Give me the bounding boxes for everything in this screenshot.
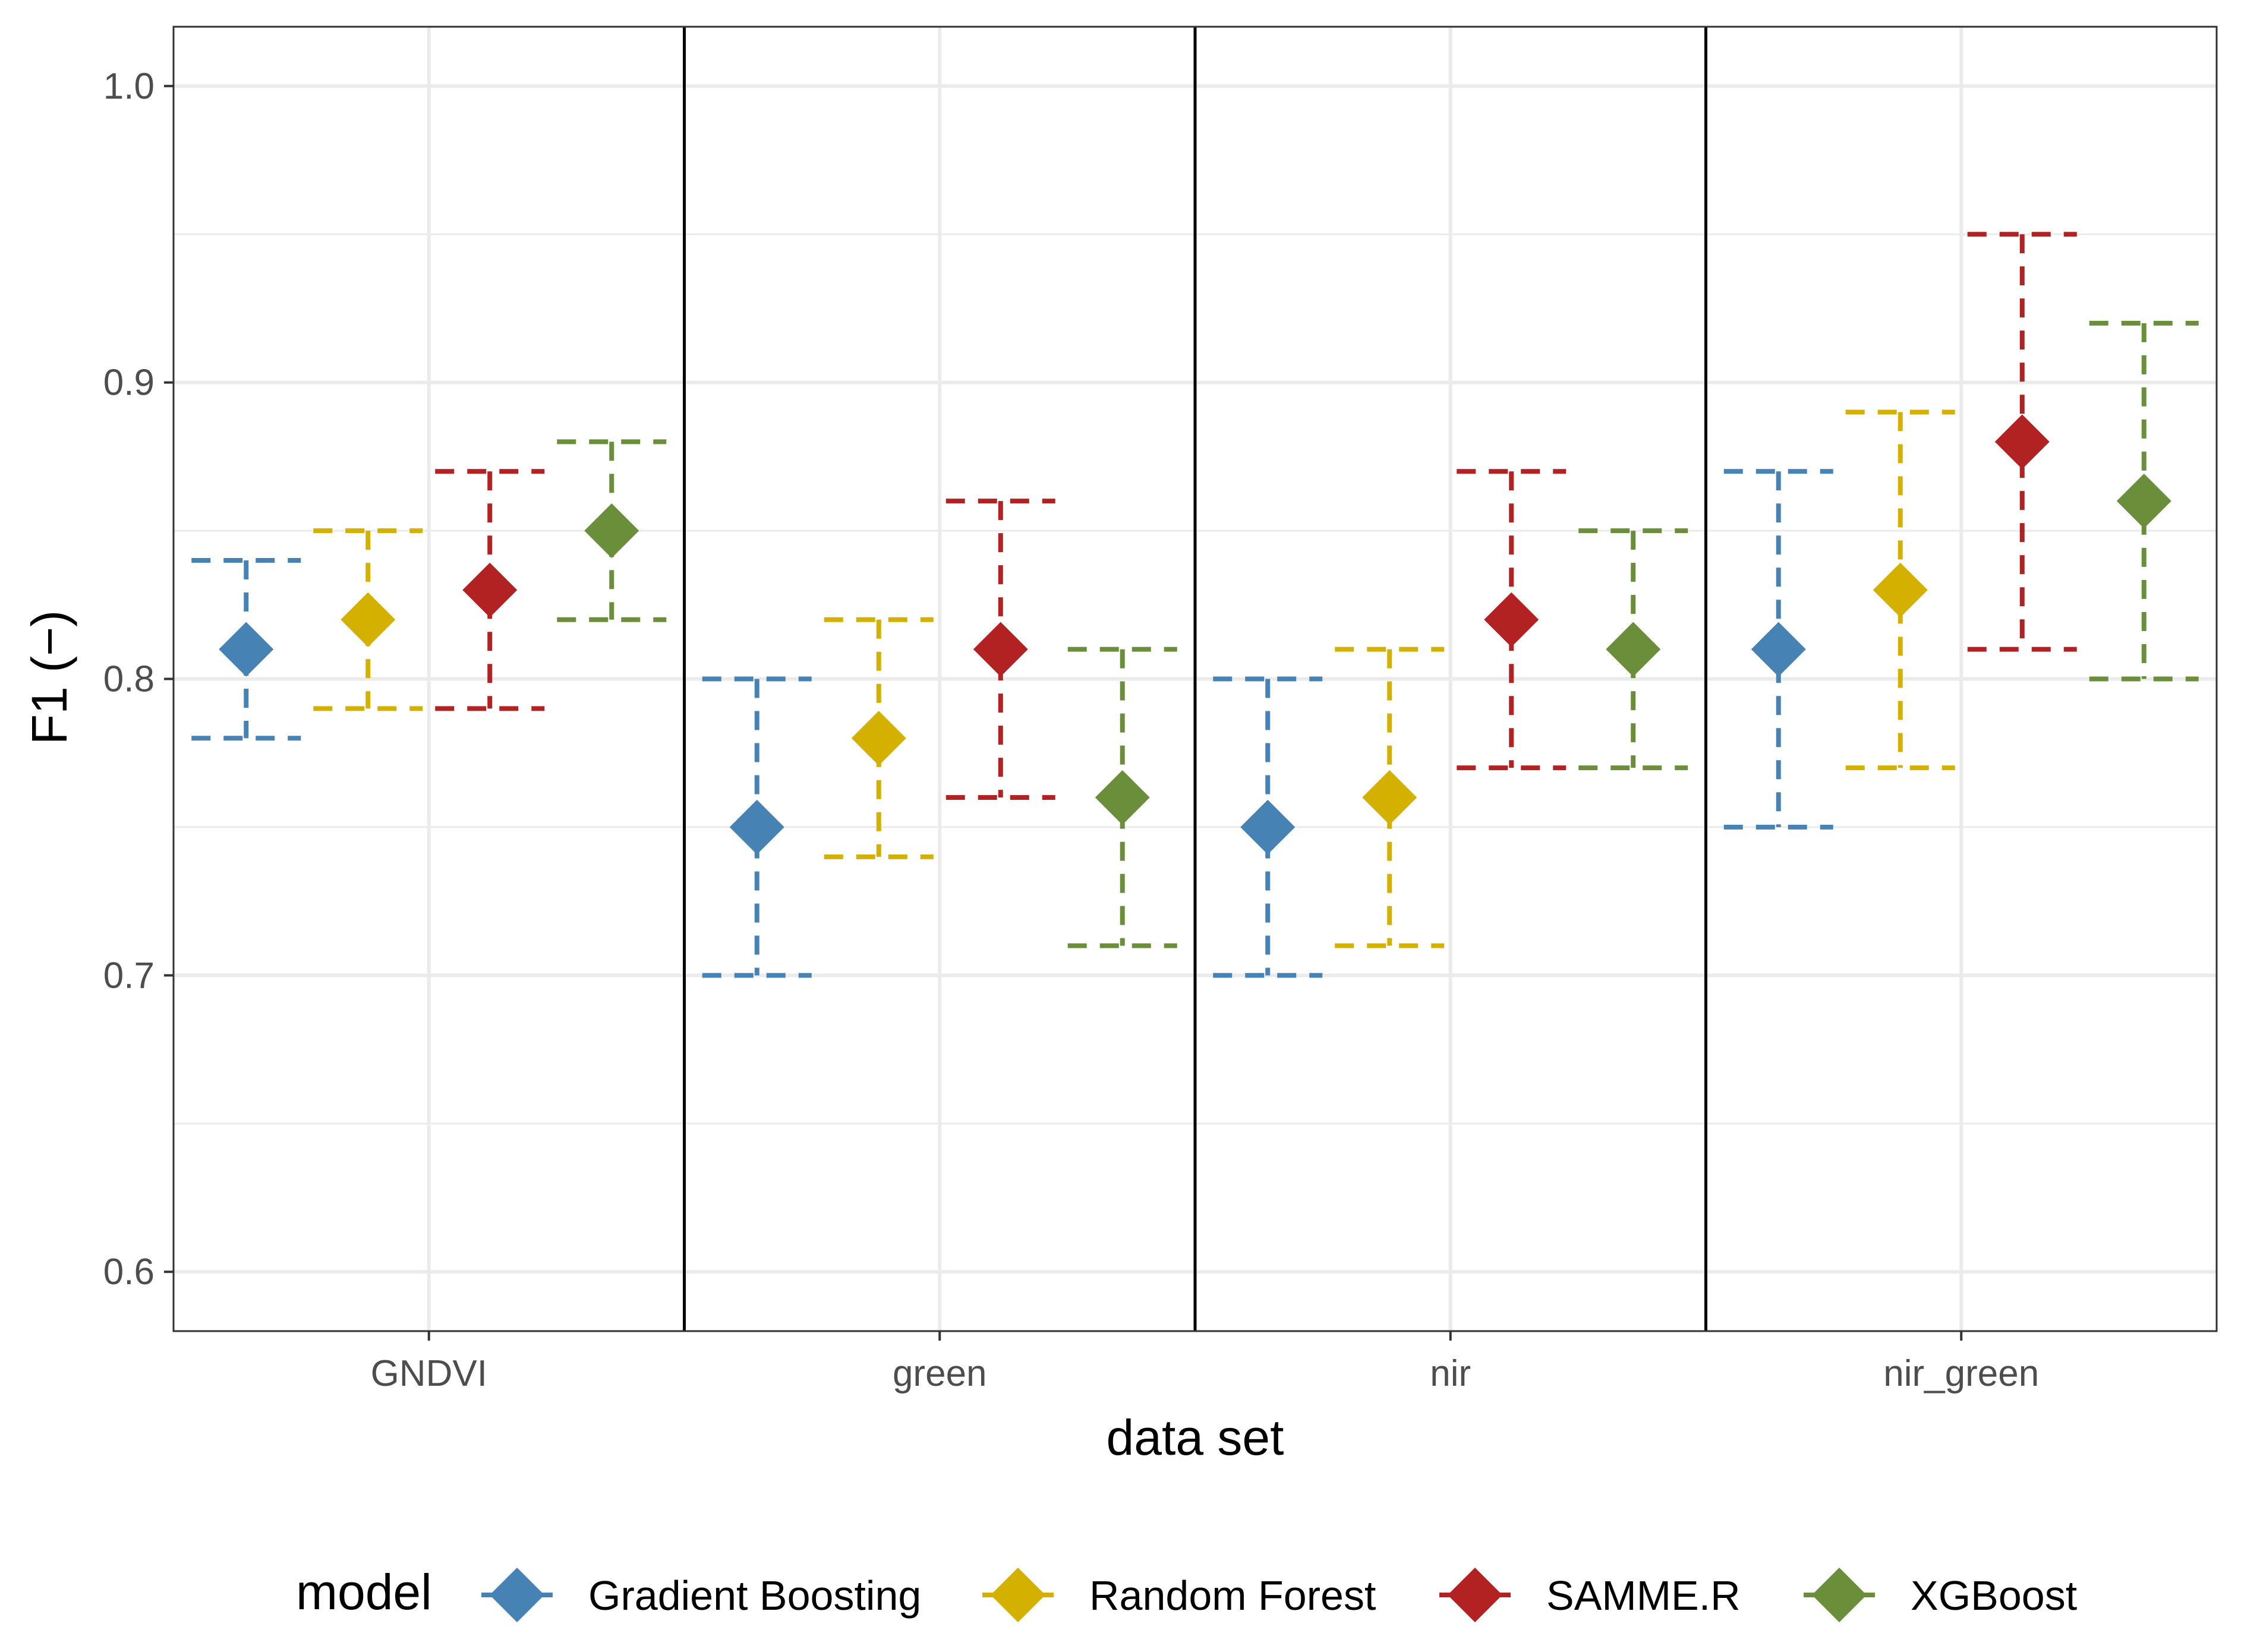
y-axis: 0.6 0.7 0.8 0.9 1.0 [103, 66, 174, 1292]
x-axis: GNDVI green nir nir_green [371, 1331, 2039, 1394]
y-tick-label: 1.0 [103, 66, 155, 107]
legend-key-diamond [490, 1568, 544, 1622]
legend-key-diamond [991, 1568, 1045, 1622]
series-samme-r [435, 232, 2077, 800]
data-point-diamond [1873, 562, 1928, 617]
data-point-diamond [1362, 770, 1417, 825]
y-tick-label: 0.6 [103, 1251, 155, 1292]
series-xgboost [557, 320, 2199, 948]
y-tick-label: 0.9 [103, 362, 155, 403]
x-tick-label: green [893, 1353, 987, 1394]
y-tick-label: 0.8 [103, 659, 155, 700]
data-point-diamond [219, 622, 274, 677]
data-point-diamond [973, 622, 1028, 677]
legend-label: Gradient Boosting [588, 1572, 921, 1619]
data-point-diamond [1240, 799, 1296, 855]
data-point-diamond [1606, 622, 1661, 677]
series-random-forest [313, 409, 1955, 948]
data-point-diamond [341, 592, 396, 647]
chart-marks [191, 232, 2199, 978]
data-point-diamond [1751, 622, 1806, 677]
x-tick-label: GNDVI [371, 1353, 487, 1394]
data-point-diamond [729, 799, 784, 855]
series-gradient-boosting [191, 469, 1833, 978]
legend-key-diamond [1812, 1568, 1867, 1622]
data-point-diamond [462, 562, 518, 617]
data-point-diamond [2116, 474, 2171, 529]
x-tick-label: nir_green [1883, 1353, 2039, 1394]
data-point-diamond [1484, 592, 1539, 647]
data-point-diamond [851, 711, 906, 766]
legend: model Gradient Boosting Random Forest SAMM… [296, 1564, 2077, 1622]
y-axis-title: F1 (−) [21, 610, 77, 745]
x-tick-label: nir [1430, 1353, 1471, 1394]
data-point-diamond [1994, 414, 2050, 469]
legend-title: model [296, 1564, 432, 1620]
data-point-diamond [1095, 770, 1150, 825]
legend-label: Random Forest [1089, 1572, 1376, 1619]
legend-key-diamond [1448, 1568, 1502, 1622]
data-point-diamond [584, 503, 639, 559]
facet-separators [683, 27, 1707, 1331]
x-axis-title: data set [1107, 1410, 1284, 1465]
y-tick-label: 0.7 [103, 955, 155, 996]
legend-label: SAMME.R [1546, 1572, 1741, 1619]
legend-label: XGBoost [1911, 1572, 2077, 1619]
